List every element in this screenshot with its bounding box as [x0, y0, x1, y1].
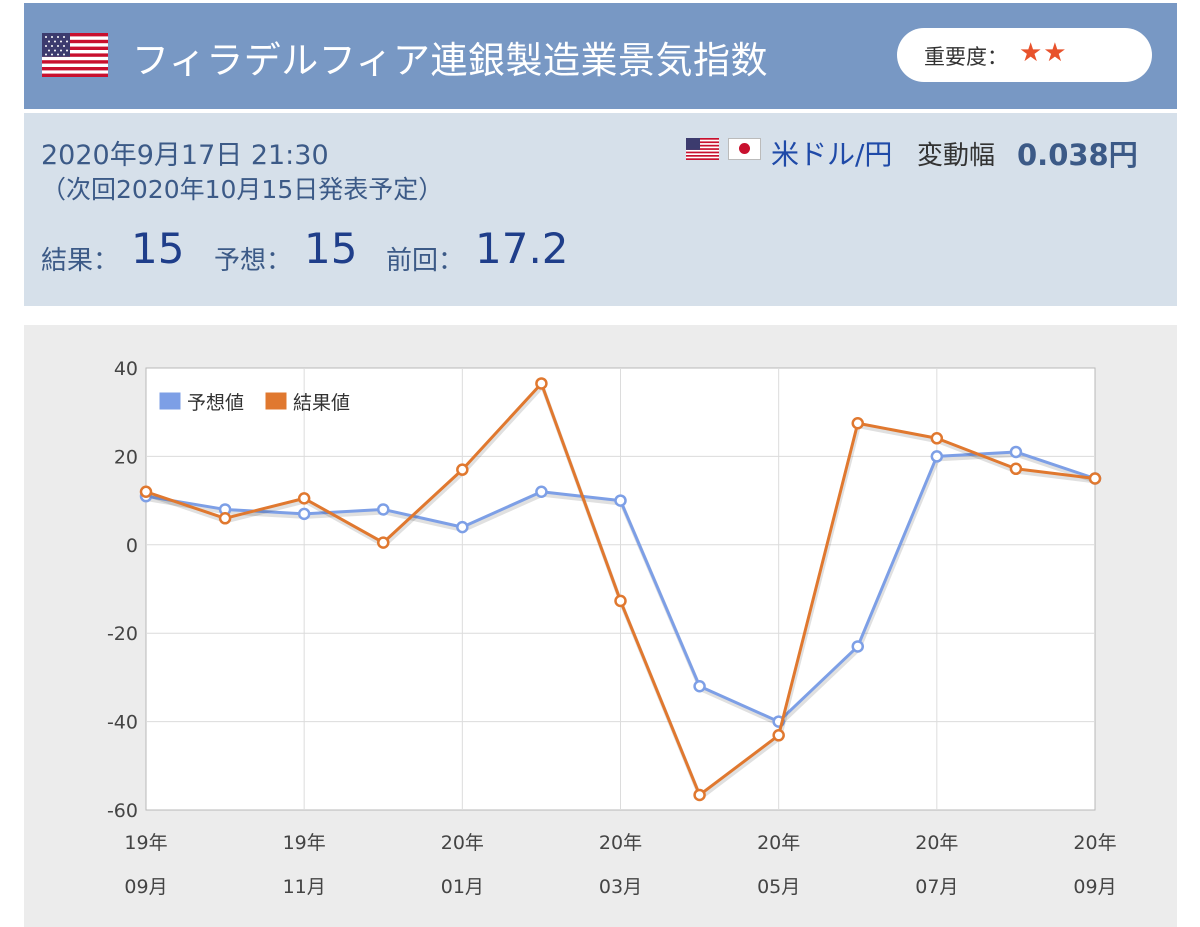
chart-series — [139, 377, 1102, 802]
previous-label: 前回： — [386, 246, 465, 276]
previous-value: 17.2 — [475, 224, 569, 273]
x-tick-label-month: 01月 — [441, 876, 484, 898]
x-tick-label-month: 09月 — [124, 876, 167, 898]
x-tick-label-year: 20年 — [915, 832, 958, 854]
data-point-forecast — [456, 520, 469, 534]
chart-legend: 予想値 結果値 — [158, 391, 350, 414]
x-tick-label-year: 20年 — [1073, 832, 1116, 854]
data-point-result — [218, 512, 232, 525]
y-tick-label: -60 — [107, 800, 138, 822]
jp-flag-icon — [728, 138, 761, 160]
legend-swatch-result — [264, 391, 288, 411]
x-tick-label-month: 11月 — [283, 876, 326, 898]
forecast-value: 15 — [304, 224, 358, 273]
volatility-label: 変動幅 — [917, 141, 996, 171]
data-point-result — [851, 417, 864, 430]
data-point-result — [614, 594, 627, 608]
data-point-result — [377, 536, 390, 549]
x-tick-label-month: 05月 — [757, 876, 800, 898]
currency-pair-link[interactable]: 米ドル/円 — [771, 138, 893, 171]
legend-label-result: 結果値 — [293, 392, 350, 414]
x-tick-label-month: 07月 — [915, 876, 958, 898]
importance-stars-icon: ★★ — [1019, 38, 1068, 68]
importance-badge: 重要度： ★★ — [897, 28, 1152, 82]
x-tick-label-year: 19年 — [124, 832, 167, 854]
y-axis-ticks: 40 20 0 -20 -40 -60 — [107, 358, 138, 822]
page-title: フィラデルフィア連銀製造業景気指数 — [132, 39, 769, 82]
data-point-result — [772, 729, 785, 742]
indicator-line-chart: 40 20 0 -20 -40 -60 19年 09月 19年 11月 20年 01月 20年 03月 2… — [107, 358, 1117, 898]
y-tick-label: -20 — [107, 623, 138, 645]
data-point-result — [693, 788, 706, 802]
us-flag-small-icon — [686, 138, 719, 160]
data-point-result — [535, 377, 548, 390]
x-axis-ticks: 19年 09月 19年 11月 20年 01月 20年 03月 20年 05月 20年 07月 20年 0… — [124, 832, 1116, 898]
data-point-forecast — [851, 640, 864, 653]
result-label: 結果： — [41, 246, 120, 276]
forecast-label: 予想： — [214, 246, 293, 276]
result-value: 15 — [131, 224, 185, 273]
y-tick-label: 0 — [126, 535, 138, 557]
x-tick-label-month: 09月 — [1073, 876, 1116, 898]
x-tick-label-year: 19年 — [283, 832, 326, 854]
legend-swatch-forecast — [158, 391, 182, 411]
data-point-result — [930, 432, 944, 445]
release-datetime: 2020年9月17日 21:30 — [41, 140, 329, 171]
y-tick-label: 20 — [114, 446, 138, 468]
indicator-header: フィラデルフィア連銀製造業景気指数 重要度： ★★ — [24, 3, 1177, 109]
us-flag-icon — [42, 33, 108, 77]
data-point-forecast — [614, 494, 627, 507]
data-point-forecast — [1009, 445, 1023, 459]
data-point-forecast — [930, 450, 944, 463]
data-point-result — [139, 485, 153, 499]
x-tick-label-year: 20年 — [599, 832, 642, 854]
y-tick-label: -40 — [107, 712, 138, 734]
data-point-result — [1009, 462, 1023, 476]
importance-label: 重要度： — [924, 45, 1008, 69]
data-point-forecast — [693, 679, 706, 693]
next-release-date: （次回2020年10月15日発表予定） — [41, 175, 444, 204]
legend-label-forecast: 予想値 — [187, 392, 244, 414]
data-point-result — [297, 492, 311, 505]
release-info-panel: 2020年9月17日 21:30 （次回2020年10月15日発表予定） 米ドル… — [24, 113, 1177, 306]
x-tick-label-month: 03月 — [599, 876, 642, 898]
data-point-result — [1088, 472, 1102, 485]
volatility-value: 0.038円 — [1017, 138, 1138, 172]
data-point-forecast — [297, 507, 311, 521]
data-point-forecast — [535, 485, 548, 499]
x-tick-label-year: 20年 — [757, 832, 800, 854]
x-tick-label-year: 20年 — [441, 832, 484, 854]
data-point-result — [456, 463, 469, 476]
chart-panel: 40 20 0 -20 -40 -60 19年 09月 19年 11月 20年 01月 20年 03月 2… — [24, 325, 1177, 927]
data-point-forecast — [377, 503, 390, 516]
y-tick-label: 40 — [114, 358, 138, 380]
